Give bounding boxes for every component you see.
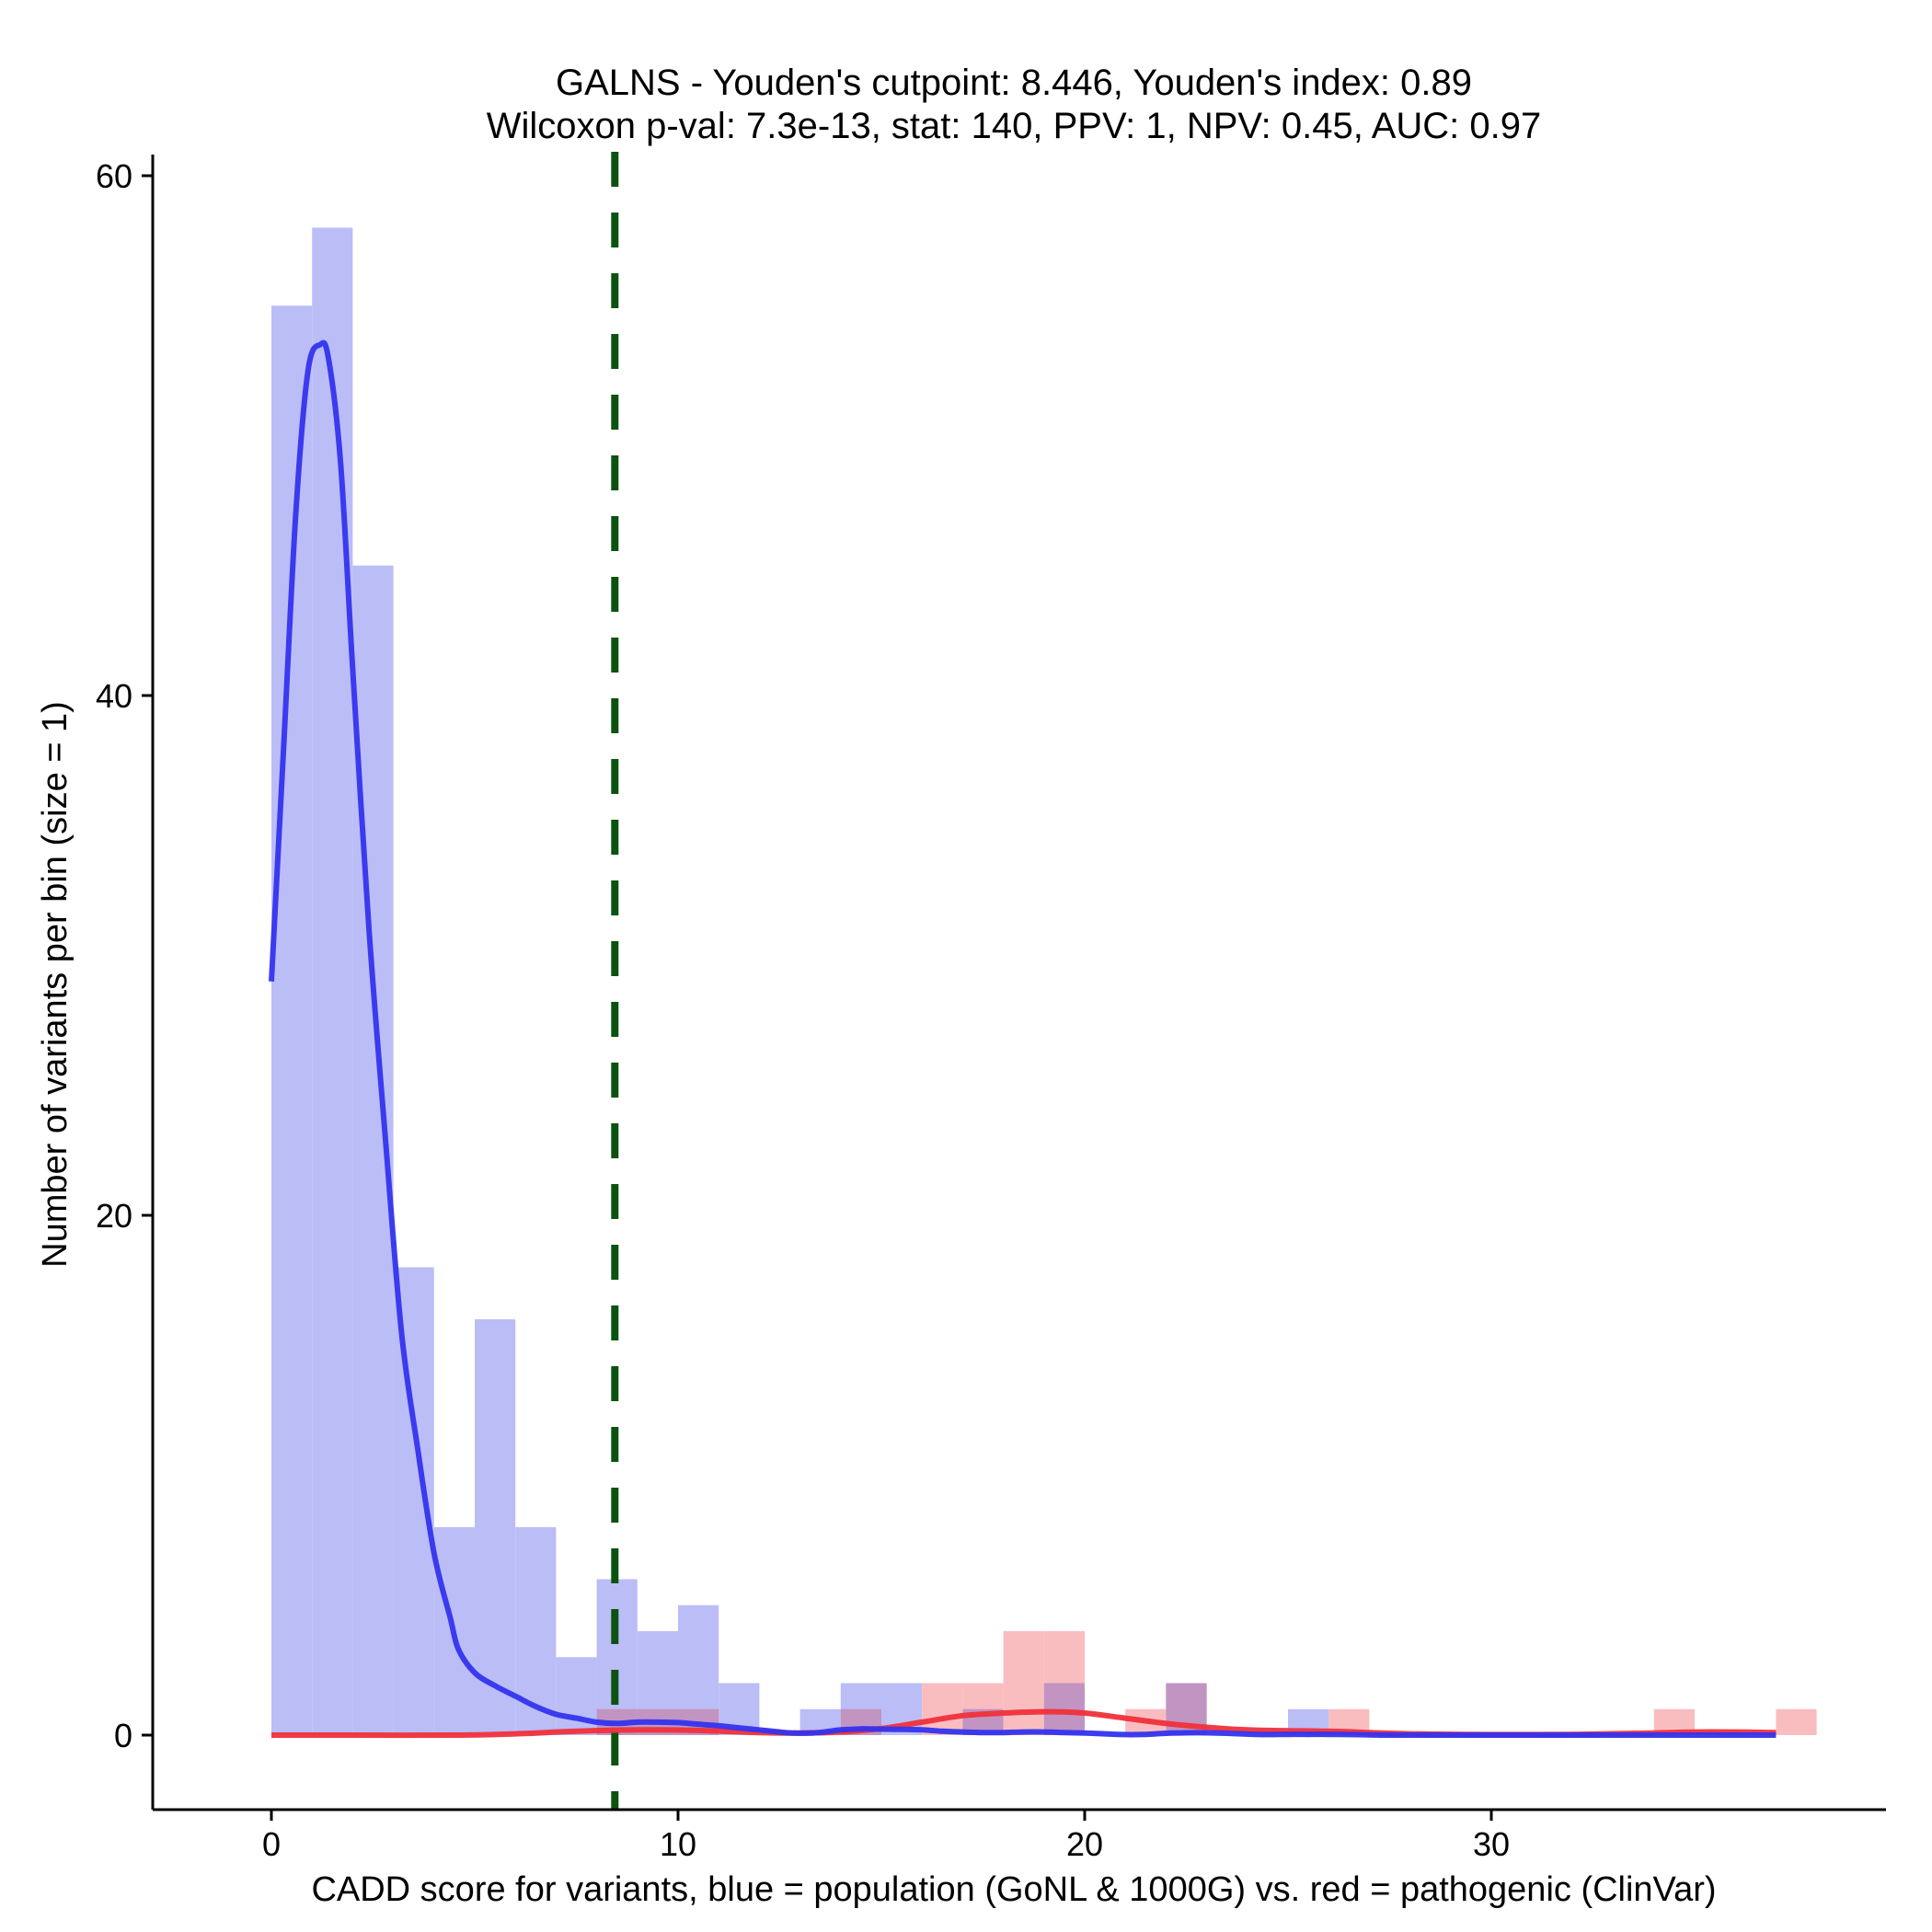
population-bar — [475, 1319, 516, 1735]
population-density-line — [269, 339, 1777, 1739]
population-bar — [312, 227, 353, 1735]
pathogenic-bar — [1003, 1631, 1044, 1735]
x-tick-label: 20 — [1066, 1825, 1103, 1863]
axes — [151, 155, 1886, 1811]
y-tick-label: 0 — [114, 1717, 132, 1754]
x-tick-label: 10 — [660, 1825, 696, 1863]
y-axis-label: Number of variants per bin (size = 1) — [36, 701, 75, 1268]
chart-title: GALNS - Youden's cutpoint: 8.446, Youden… — [487, 63, 1542, 146]
chart-title-line1: GALNS - Youden's cutpoint: 8.446, Youden… — [556, 63, 1472, 103]
axis-ticks: 0 10 20 30 0 20 40 60 — [96, 157, 1510, 1863]
x-tick-label: 30 — [1473, 1825, 1510, 1863]
y-tick-label: 40 — [96, 677, 132, 715]
x-axis-label: CADD score for variants, blue = populati… — [311, 1870, 1716, 1909]
density-curves — [269, 339, 1777, 1739]
pathogenic-bar — [922, 1683, 963, 1735]
population-bar — [271, 305, 313, 1735]
x-tick-label: 0 — [262, 1825, 281, 1863]
pathogenic-bar — [1776, 1708, 1817, 1735]
histogram-bars — [271, 227, 1817, 1735]
y-tick-label: 60 — [96, 157, 132, 195]
chart-title-line2: Wilcoxon p-val: 7.3e-13, stat: 140, PPV:… — [487, 106, 1542, 146]
y-tick-label: 20 — [96, 1197, 132, 1235]
